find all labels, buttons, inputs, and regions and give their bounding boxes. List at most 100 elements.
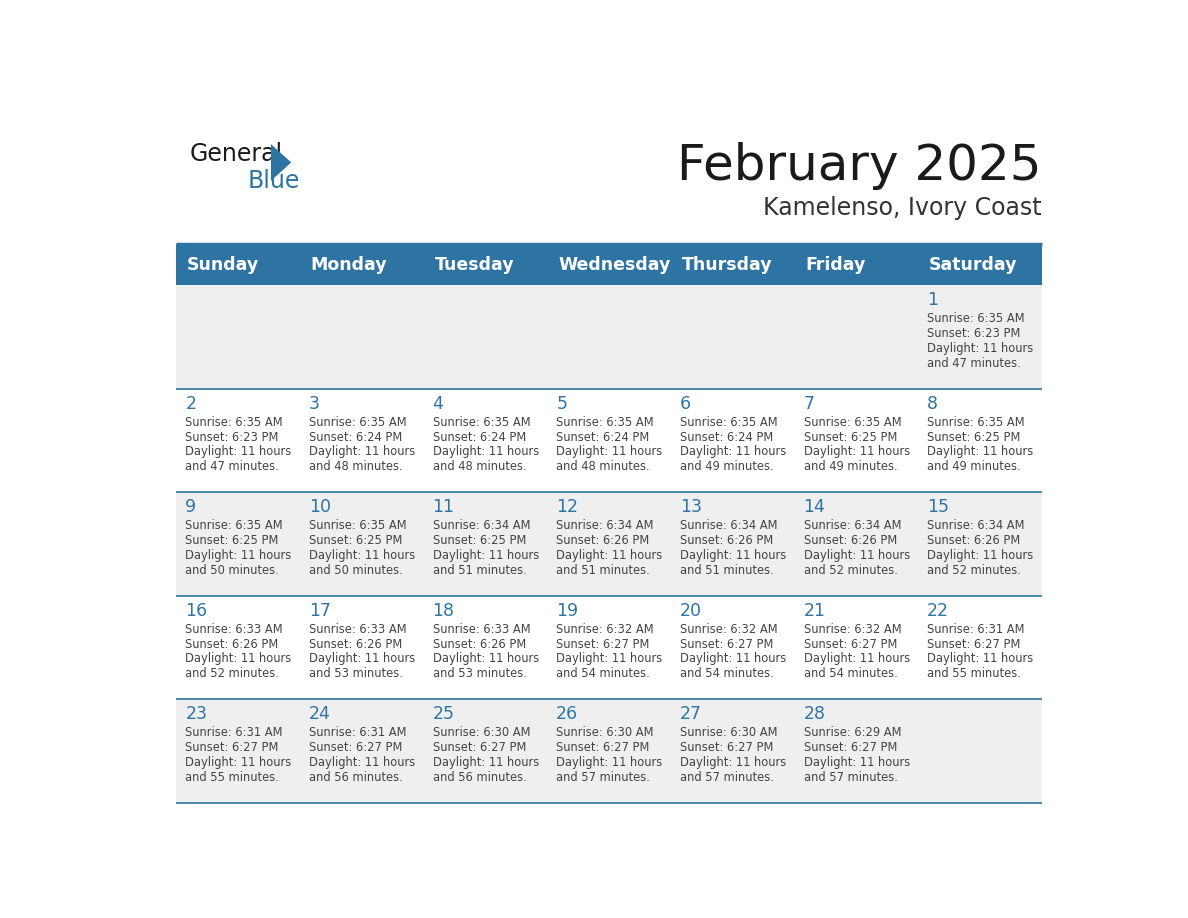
Text: Sunset: 6:27 PM: Sunset: 6:27 PM xyxy=(803,741,897,754)
Text: 3: 3 xyxy=(309,395,320,412)
Text: Sunset: 6:25 PM: Sunset: 6:25 PM xyxy=(927,431,1020,443)
Text: 14: 14 xyxy=(803,498,826,516)
Text: 19: 19 xyxy=(556,601,579,620)
FancyBboxPatch shape xyxy=(176,596,1042,700)
Text: and 54 minutes.: and 54 minutes. xyxy=(556,667,650,680)
Text: Sunrise: 6:34 AM: Sunrise: 6:34 AM xyxy=(432,520,530,532)
Text: Sunrise: 6:32 AM: Sunrise: 6:32 AM xyxy=(803,622,902,636)
Text: and 48 minutes.: and 48 minutes. xyxy=(432,460,526,474)
Text: 26: 26 xyxy=(556,705,579,723)
Text: Daylight: 11 hours: Daylight: 11 hours xyxy=(432,445,539,458)
Text: Daylight: 11 hours: Daylight: 11 hours xyxy=(803,445,910,458)
Text: Sunrise: 6:35 AM: Sunrise: 6:35 AM xyxy=(309,520,406,532)
Text: Tuesday: Tuesday xyxy=(435,256,514,274)
Text: Daylight: 11 hours: Daylight: 11 hours xyxy=(680,445,786,458)
Text: Daylight: 11 hours: Daylight: 11 hours xyxy=(556,445,663,458)
Text: 9: 9 xyxy=(185,498,196,516)
Text: Sunrise: 6:35 AM: Sunrise: 6:35 AM xyxy=(432,416,530,429)
Text: Sunrise: 6:35 AM: Sunrise: 6:35 AM xyxy=(680,416,777,429)
Text: and 52 minutes.: and 52 minutes. xyxy=(803,564,897,577)
Text: Kamelenso, Ivory Coast: Kamelenso, Ivory Coast xyxy=(763,196,1042,220)
Text: Sunset: 6:27 PM: Sunset: 6:27 PM xyxy=(680,741,773,754)
Text: 8: 8 xyxy=(927,395,939,412)
Text: Sunset: 6:23 PM: Sunset: 6:23 PM xyxy=(927,327,1020,341)
Text: Daylight: 11 hours: Daylight: 11 hours xyxy=(803,756,910,769)
Text: Daylight: 11 hours: Daylight: 11 hours xyxy=(432,549,539,562)
FancyBboxPatch shape xyxy=(176,492,1042,596)
Text: and 52 minutes.: and 52 minutes. xyxy=(185,667,279,680)
Text: Daylight: 11 hours: Daylight: 11 hours xyxy=(680,756,786,769)
Text: Sunset: 6:27 PM: Sunset: 6:27 PM xyxy=(556,741,650,754)
Text: and 49 minutes.: and 49 minutes. xyxy=(680,460,773,474)
Text: and 55 minutes.: and 55 minutes. xyxy=(927,667,1020,680)
Text: and 49 minutes.: and 49 minutes. xyxy=(927,460,1020,474)
Text: February 2025: February 2025 xyxy=(677,142,1042,190)
Text: Daylight: 11 hours: Daylight: 11 hours xyxy=(309,445,416,458)
Text: Sunset: 6:26 PM: Sunset: 6:26 PM xyxy=(927,534,1020,547)
Text: Sunset: 6:27 PM: Sunset: 6:27 PM xyxy=(803,638,897,651)
Text: Thursday: Thursday xyxy=(682,256,772,274)
Text: and 51 minutes.: and 51 minutes. xyxy=(556,564,650,577)
Text: Daylight: 11 hours: Daylight: 11 hours xyxy=(556,549,663,562)
Text: Sunset: 6:27 PM: Sunset: 6:27 PM xyxy=(680,638,773,651)
Text: 16: 16 xyxy=(185,601,208,620)
Text: Sunset: 6:23 PM: Sunset: 6:23 PM xyxy=(185,431,279,443)
Text: 28: 28 xyxy=(803,705,826,723)
Text: Daylight: 11 hours: Daylight: 11 hours xyxy=(556,756,663,769)
Text: and 57 minutes.: and 57 minutes. xyxy=(803,771,897,784)
Text: Daylight: 11 hours: Daylight: 11 hours xyxy=(309,653,416,666)
Text: Daylight: 11 hours: Daylight: 11 hours xyxy=(927,445,1034,458)
Text: 1: 1 xyxy=(927,291,939,309)
Text: Sunset: 6:26 PM: Sunset: 6:26 PM xyxy=(803,534,897,547)
Text: Sunrise: 6:34 AM: Sunrise: 6:34 AM xyxy=(556,520,653,532)
Text: and 47 minutes.: and 47 minutes. xyxy=(185,460,279,474)
Text: Friday: Friday xyxy=(805,256,866,274)
Text: Sunrise: 6:35 AM: Sunrise: 6:35 AM xyxy=(927,312,1025,325)
Text: 10: 10 xyxy=(309,498,331,516)
Text: Daylight: 11 hours: Daylight: 11 hours xyxy=(185,445,291,458)
Text: Daylight: 11 hours: Daylight: 11 hours xyxy=(680,653,786,666)
Text: and 50 minutes.: and 50 minutes. xyxy=(309,564,403,577)
Text: and 48 minutes.: and 48 minutes. xyxy=(556,460,650,474)
Text: 11: 11 xyxy=(432,498,455,516)
Text: 22: 22 xyxy=(927,601,949,620)
Text: Daylight: 11 hours: Daylight: 11 hours xyxy=(185,653,291,666)
Text: Sunrise: 6:31 AM: Sunrise: 6:31 AM xyxy=(927,622,1024,636)
Text: Wednesday: Wednesday xyxy=(558,256,670,274)
Text: 12: 12 xyxy=(556,498,579,516)
Text: Sunrise: 6:34 AM: Sunrise: 6:34 AM xyxy=(803,520,901,532)
Text: Sunrise: 6:33 AM: Sunrise: 6:33 AM xyxy=(185,622,283,636)
Text: General: General xyxy=(190,142,283,166)
Text: Sunset: 6:25 PM: Sunset: 6:25 PM xyxy=(309,534,403,547)
Text: 17: 17 xyxy=(309,601,331,620)
Text: Sunset: 6:25 PM: Sunset: 6:25 PM xyxy=(432,534,526,547)
Text: and 54 minutes.: and 54 minutes. xyxy=(803,667,897,680)
Text: and 48 minutes.: and 48 minutes. xyxy=(309,460,403,474)
Text: and 55 minutes.: and 55 minutes. xyxy=(185,771,279,784)
Text: 18: 18 xyxy=(432,601,455,620)
Text: Daylight: 11 hours: Daylight: 11 hours xyxy=(185,756,291,769)
Text: Sunset: 6:26 PM: Sunset: 6:26 PM xyxy=(680,534,773,547)
Text: and 49 minutes.: and 49 minutes. xyxy=(803,460,897,474)
Text: Sunrise: 6:34 AM: Sunrise: 6:34 AM xyxy=(680,520,777,532)
Text: Daylight: 11 hours: Daylight: 11 hours xyxy=(927,342,1034,355)
Text: Blue: Blue xyxy=(248,169,301,193)
Text: Sunrise: 6:30 AM: Sunrise: 6:30 AM xyxy=(556,726,653,739)
Text: Sunrise: 6:29 AM: Sunrise: 6:29 AM xyxy=(803,726,901,739)
Text: Sunday: Sunday xyxy=(188,256,259,274)
Text: Sunrise: 6:32 AM: Sunrise: 6:32 AM xyxy=(680,622,777,636)
Text: Saturday: Saturday xyxy=(929,256,1017,274)
Text: and 54 minutes.: and 54 minutes. xyxy=(680,667,773,680)
Text: Sunset: 6:27 PM: Sunset: 6:27 PM xyxy=(927,638,1020,651)
Text: and 51 minutes.: and 51 minutes. xyxy=(432,564,526,577)
Text: 2: 2 xyxy=(185,395,196,412)
Text: 6: 6 xyxy=(680,395,691,412)
Text: Sunrise: 6:35 AM: Sunrise: 6:35 AM xyxy=(803,416,902,429)
Text: Sunset: 6:26 PM: Sunset: 6:26 PM xyxy=(432,638,526,651)
Text: Sunrise: 6:32 AM: Sunrise: 6:32 AM xyxy=(556,622,653,636)
Text: Sunrise: 6:33 AM: Sunrise: 6:33 AM xyxy=(432,622,530,636)
Text: Daylight: 11 hours: Daylight: 11 hours xyxy=(185,549,291,562)
Text: Daylight: 11 hours: Daylight: 11 hours xyxy=(803,653,910,666)
Text: Sunset: 6:26 PM: Sunset: 6:26 PM xyxy=(556,534,650,547)
Text: 27: 27 xyxy=(680,705,702,723)
